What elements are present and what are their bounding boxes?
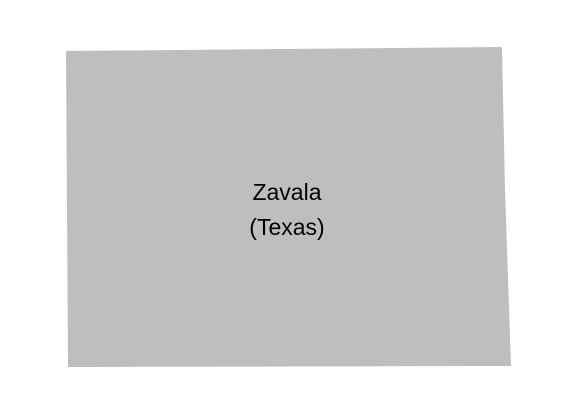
county-name-label: Zavala	[252, 179, 321, 205]
zavala-county-shape	[66, 47, 511, 367]
state-name-label: (Texas)	[249, 214, 324, 240]
